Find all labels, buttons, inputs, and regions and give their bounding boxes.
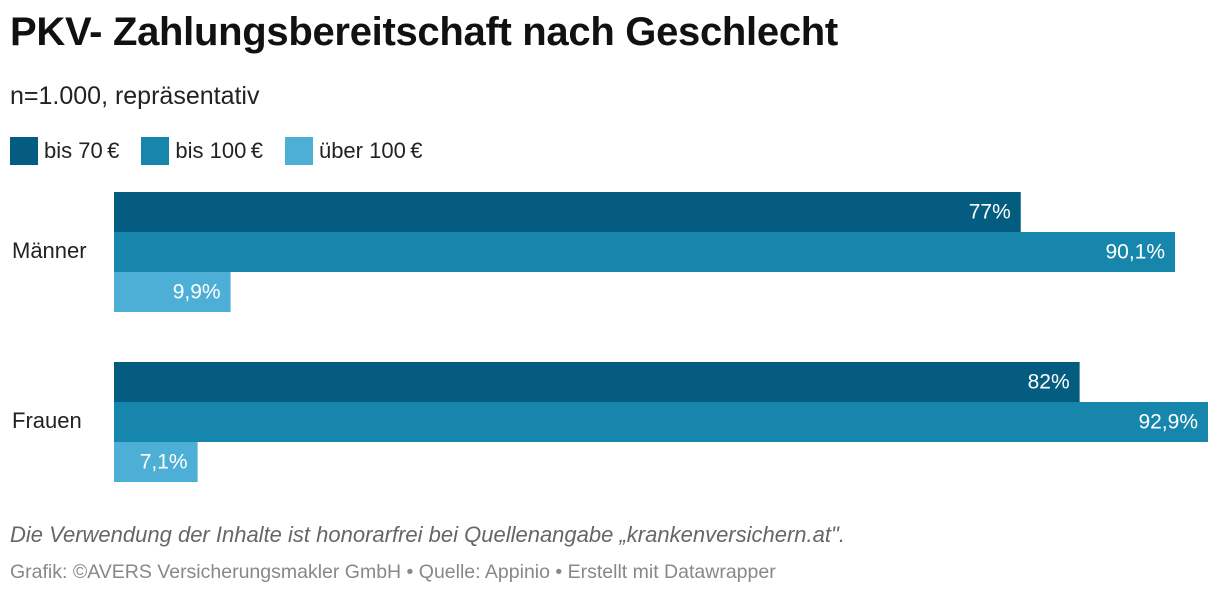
data-label: 7,1% xyxy=(140,451,188,474)
legend-swatch xyxy=(284,137,313,165)
bar xyxy=(114,442,198,482)
bar xyxy=(114,402,1208,442)
bar xyxy=(114,362,1080,402)
legend-label: bis 70 € xyxy=(44,138,120,163)
legend-swatch xyxy=(141,137,170,165)
footer-credit: Grafik: ©AVERS Versicherungsmakler GmbH … xyxy=(10,561,776,583)
data-label: 90,1% xyxy=(1105,241,1165,264)
category-label: Männer xyxy=(12,238,87,263)
legend-item-ueber-100: über 100 € xyxy=(284,137,423,165)
data-label: 82% xyxy=(1028,371,1070,394)
data-label: 92,9% xyxy=(1138,411,1198,434)
bar xyxy=(114,232,1176,272)
legend: bis 70 € bis 100 € über 100 € xyxy=(10,136,444,166)
bar xyxy=(114,192,1021,232)
category-label: Frauen xyxy=(12,408,82,433)
bar xyxy=(114,272,231,312)
data-label: 9,9% xyxy=(173,281,221,304)
legend-item-bis-70: bis 70 € xyxy=(10,137,119,165)
data-label: 77% xyxy=(969,201,1011,224)
chart-subtitle: n=1.000, repräsentativ xyxy=(10,82,260,110)
footer-note: Die Verwendung der Inhalte ist honorarfr… xyxy=(10,522,845,547)
legend-swatch xyxy=(10,137,38,165)
legend-item-bis-100: bis 100 € xyxy=(141,137,263,165)
chart-title: PKV- Zahlungsbereitschaft nach Geschlech… xyxy=(10,10,838,54)
legend-label: bis 100 € xyxy=(175,138,263,163)
legend-label: über 100 € xyxy=(318,138,423,163)
